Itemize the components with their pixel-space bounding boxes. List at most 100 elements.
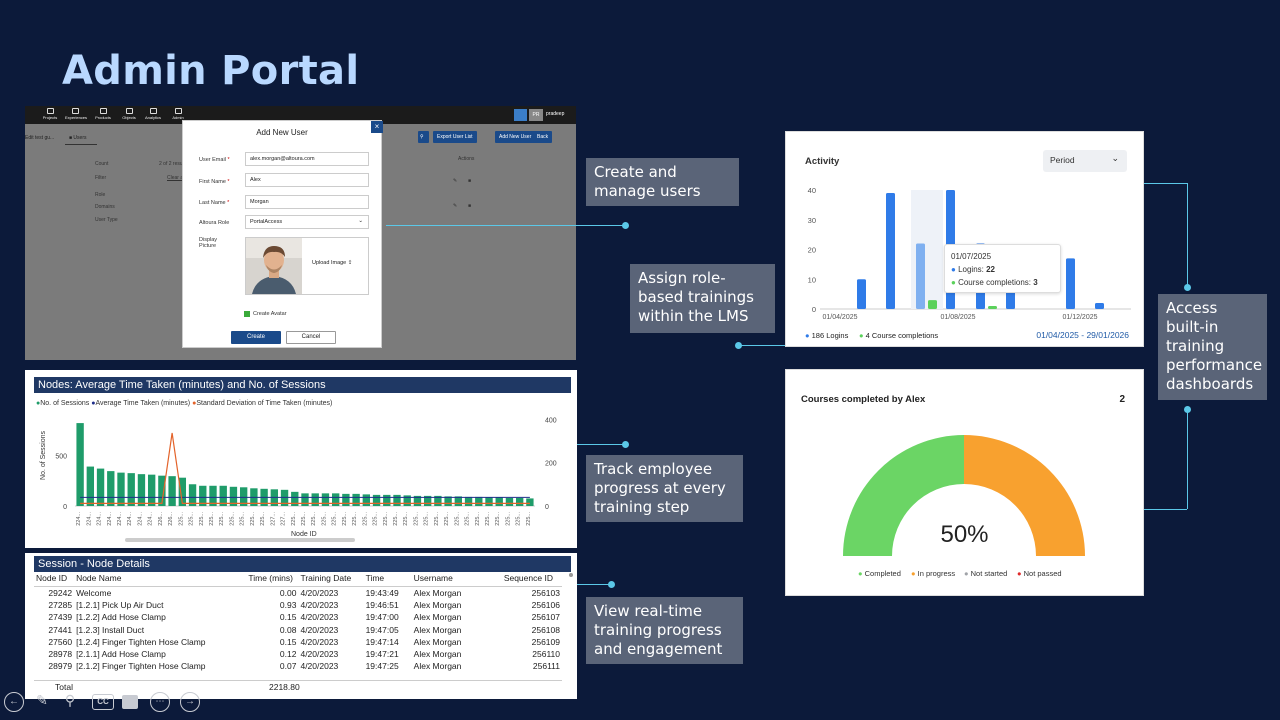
legend-completed[interactable]: ● Completed bbox=[858, 569, 901, 578]
nodes-xlabel: Node ID bbox=[291, 531, 317, 538]
chat-icon[interactable] bbox=[514, 109, 527, 121]
login-bar bbox=[1095, 303, 1104, 309]
breadcrumb[interactable]: Edit test gu... bbox=[25, 135, 55, 141]
zoom-icon[interactable]: ⚲ bbox=[64, 692, 76, 708]
edit-icon[interactable]: ✎ bbox=[453, 203, 458, 209]
x-tick-label: 225... bbox=[516, 512, 522, 526]
table-row[interactable]: 27441 [1.2.3] Install Duct 0.08 4/20/2023 19… bbox=[34, 623, 562, 635]
search-button[interactable]: ⚲ bbox=[418, 131, 429, 143]
sessions-bar bbox=[464, 496, 473, 506]
table-row[interactable]: 28979 [2.1.2] Finger Tighten Hose Clamp 0.… bbox=[34, 660, 562, 672]
x-tick-label: 225... bbox=[342, 512, 348, 526]
slide-title: Admin Portal bbox=[62, 48, 360, 94]
nav-admin[interactable]: Admin bbox=[168, 108, 188, 120]
sessions-bar bbox=[403, 495, 411, 506]
subtitles-icon[interactable] bbox=[122, 695, 138, 709]
col-username[interactable]: Username bbox=[411, 572, 502, 587]
create-avatar-checkbox[interactable] bbox=[244, 311, 250, 317]
sessions-bar bbox=[127, 473, 135, 506]
date-range[interactable]: 01/04/2025 - 29/01/2026 bbox=[1036, 330, 1129, 340]
pen-icon[interactable]: ✎ bbox=[36, 692, 48, 708]
legend-not-started[interactable]: ● Not started bbox=[964, 569, 1008, 578]
y-tick-label: 0 bbox=[812, 305, 816, 314]
y-tick-label: 20 bbox=[808, 246, 816, 255]
col-node-id[interactable]: Node ID bbox=[34, 572, 75, 587]
back-icon[interactable]: ← bbox=[4, 692, 24, 712]
sessions-bar bbox=[137, 474, 146, 506]
legend-logins[interactable]: ● 186 Logins bbox=[805, 331, 849, 340]
edit-icon[interactable]: ✎ bbox=[453, 178, 458, 184]
x-tick-label: 226... bbox=[158, 512, 164, 526]
clear-all-link[interactable]: Clear a bbox=[167, 175, 184, 181]
col-sequence-id[interactable]: Sequence ID bbox=[501, 572, 562, 587]
tooltip-logins: ● Logins: 22 bbox=[951, 265, 996, 274]
gauge-segment bbox=[843, 435, 964, 556]
legend-in-progress[interactable]: ● In progress bbox=[911, 569, 956, 578]
table-cell: Alex Morgan bbox=[413, 636, 462, 647]
x-tick-label: 225... bbox=[219, 512, 225, 526]
session-title: Session - Node Details bbox=[34, 556, 571, 572]
table-cell: [2.1.1] Add Hose Clamp bbox=[76, 649, 166, 660]
nav-analytics[interactable]: Analytics bbox=[143, 108, 163, 120]
close-icon[interactable]: × bbox=[371, 121, 383, 133]
total-value: 2218.80 bbox=[269, 682, 300, 692]
first-name-input[interactable]: Alex bbox=[245, 173, 369, 187]
captions-icon[interactable]: CC bbox=[92, 694, 114, 710]
user-avatar[interactable]: PR bbox=[529, 109, 543, 121]
table-row[interactable]: 28978 [2.1.1] Add Hose Clamp 0.12 4/20/2023… bbox=[34, 648, 562, 660]
sessions-bar bbox=[188, 484, 197, 506]
user-name[interactable]: pradeep bbox=[546, 111, 565, 117]
legend-sessions[interactable]: No. of Sessions bbox=[40, 400, 90, 407]
nav-experiences[interactable]: Experiences bbox=[65, 108, 87, 120]
courses-count: 2 bbox=[1119, 394, 1125, 405]
col-node-name[interactable]: Node Name bbox=[74, 572, 247, 587]
user-email-input[interactable]: alex.morgan@altoura.com bbox=[245, 152, 369, 166]
scroll-indicator[interactable] bbox=[569, 573, 573, 577]
back-button[interactable]: Back bbox=[533, 131, 553, 143]
period-select[interactable]: Period ⌄ bbox=[1043, 150, 1127, 172]
table-row[interactable]: 27439 [1.2.2] Add Hose Clamp 0.15 4/20/2023… bbox=[34, 611, 562, 623]
altoura-role-select[interactable]: PortalAccess ⌄ bbox=[245, 215, 369, 229]
table-cell: 27439 bbox=[48, 612, 73, 623]
x-tick-label: 01/08/2025 bbox=[940, 314, 975, 321]
leader-line bbox=[560, 584, 612, 585]
sessions-bar bbox=[434, 495, 442, 506]
last-name-input[interactable]: Morgan bbox=[245, 195, 369, 209]
activity-chart: 0 10 20 30 40 01/04/2025 01/08/2025 01/12/2025 bbox=[808, 186, 1131, 321]
legend-completions[interactable]: ● 4 Course completions bbox=[859, 331, 939, 340]
x-tick-label: 225... bbox=[444, 512, 450, 526]
legend-avg-time[interactable]: Average Time Taken (minutes) bbox=[95, 400, 191, 407]
nav-products[interactable]: Products bbox=[93, 108, 113, 120]
legend-std-dev[interactable]: Standard Deviation of Time Taken (minute… bbox=[196, 400, 333, 407]
more-icon[interactable]: ⋯ bbox=[150, 692, 170, 712]
legend-not-passed[interactable]: ● Not passed bbox=[1017, 569, 1062, 578]
table-cell: 256111 bbox=[532, 661, 560, 672]
add-new-user-button[interactable]: Add New User bbox=[495, 131, 536, 143]
sessions-bar bbox=[178, 477, 187, 506]
table-row[interactable]: 29242 Welcome 0.00 4/20/2023 19:43:49 Alex Mo… bbox=[34, 587, 562, 599]
users-icon: ■ bbox=[69, 135, 74, 141]
forward-icon[interactable]: → bbox=[180, 692, 200, 712]
table-row[interactable]: 27560 [1.2.4] Finger Tighten Hose Clamp 0.… bbox=[34, 636, 562, 648]
delete-icon[interactable]: ■ bbox=[468, 178, 472, 184]
table-cell: 27285 bbox=[48, 599, 73, 610]
sessions-bar bbox=[444, 496, 452, 506]
export-user-list-button[interactable]: Export User List bbox=[433, 131, 477, 143]
login-bar bbox=[857, 279, 866, 309]
col-time[interactable]: Time bbox=[363, 572, 412, 587]
leader-dot bbox=[608, 581, 615, 588]
sessions-bar bbox=[526, 498, 534, 506]
delete-icon[interactable]: ■ bbox=[468, 203, 472, 209]
nav-objects[interactable]: Objects bbox=[119, 108, 139, 120]
col-time-mins[interactable]: Time (mins) bbox=[246, 572, 299, 587]
col-training-date[interactable]: Training Date bbox=[298, 572, 364, 587]
cancel-button[interactable]: Cancel bbox=[286, 331, 336, 344]
x-tick-label: 224... bbox=[97, 512, 103, 526]
tab-users[interactable]: ■ Users bbox=[69, 135, 87, 141]
create-button[interactable]: Create bbox=[231, 331, 281, 344]
upload-image-button[interactable]: Upload Image ⇪ bbox=[312, 260, 353, 266]
table-row[interactable]: 27285 [1.2.1] Pick Up Air Duct 0.93 4/20/20… bbox=[34, 599, 562, 611]
label-display-picture: Display Picture bbox=[199, 237, 218, 249]
table-cell: 0.15 bbox=[279, 636, 297, 647]
nav-projects[interactable]: Projects bbox=[40, 108, 60, 120]
